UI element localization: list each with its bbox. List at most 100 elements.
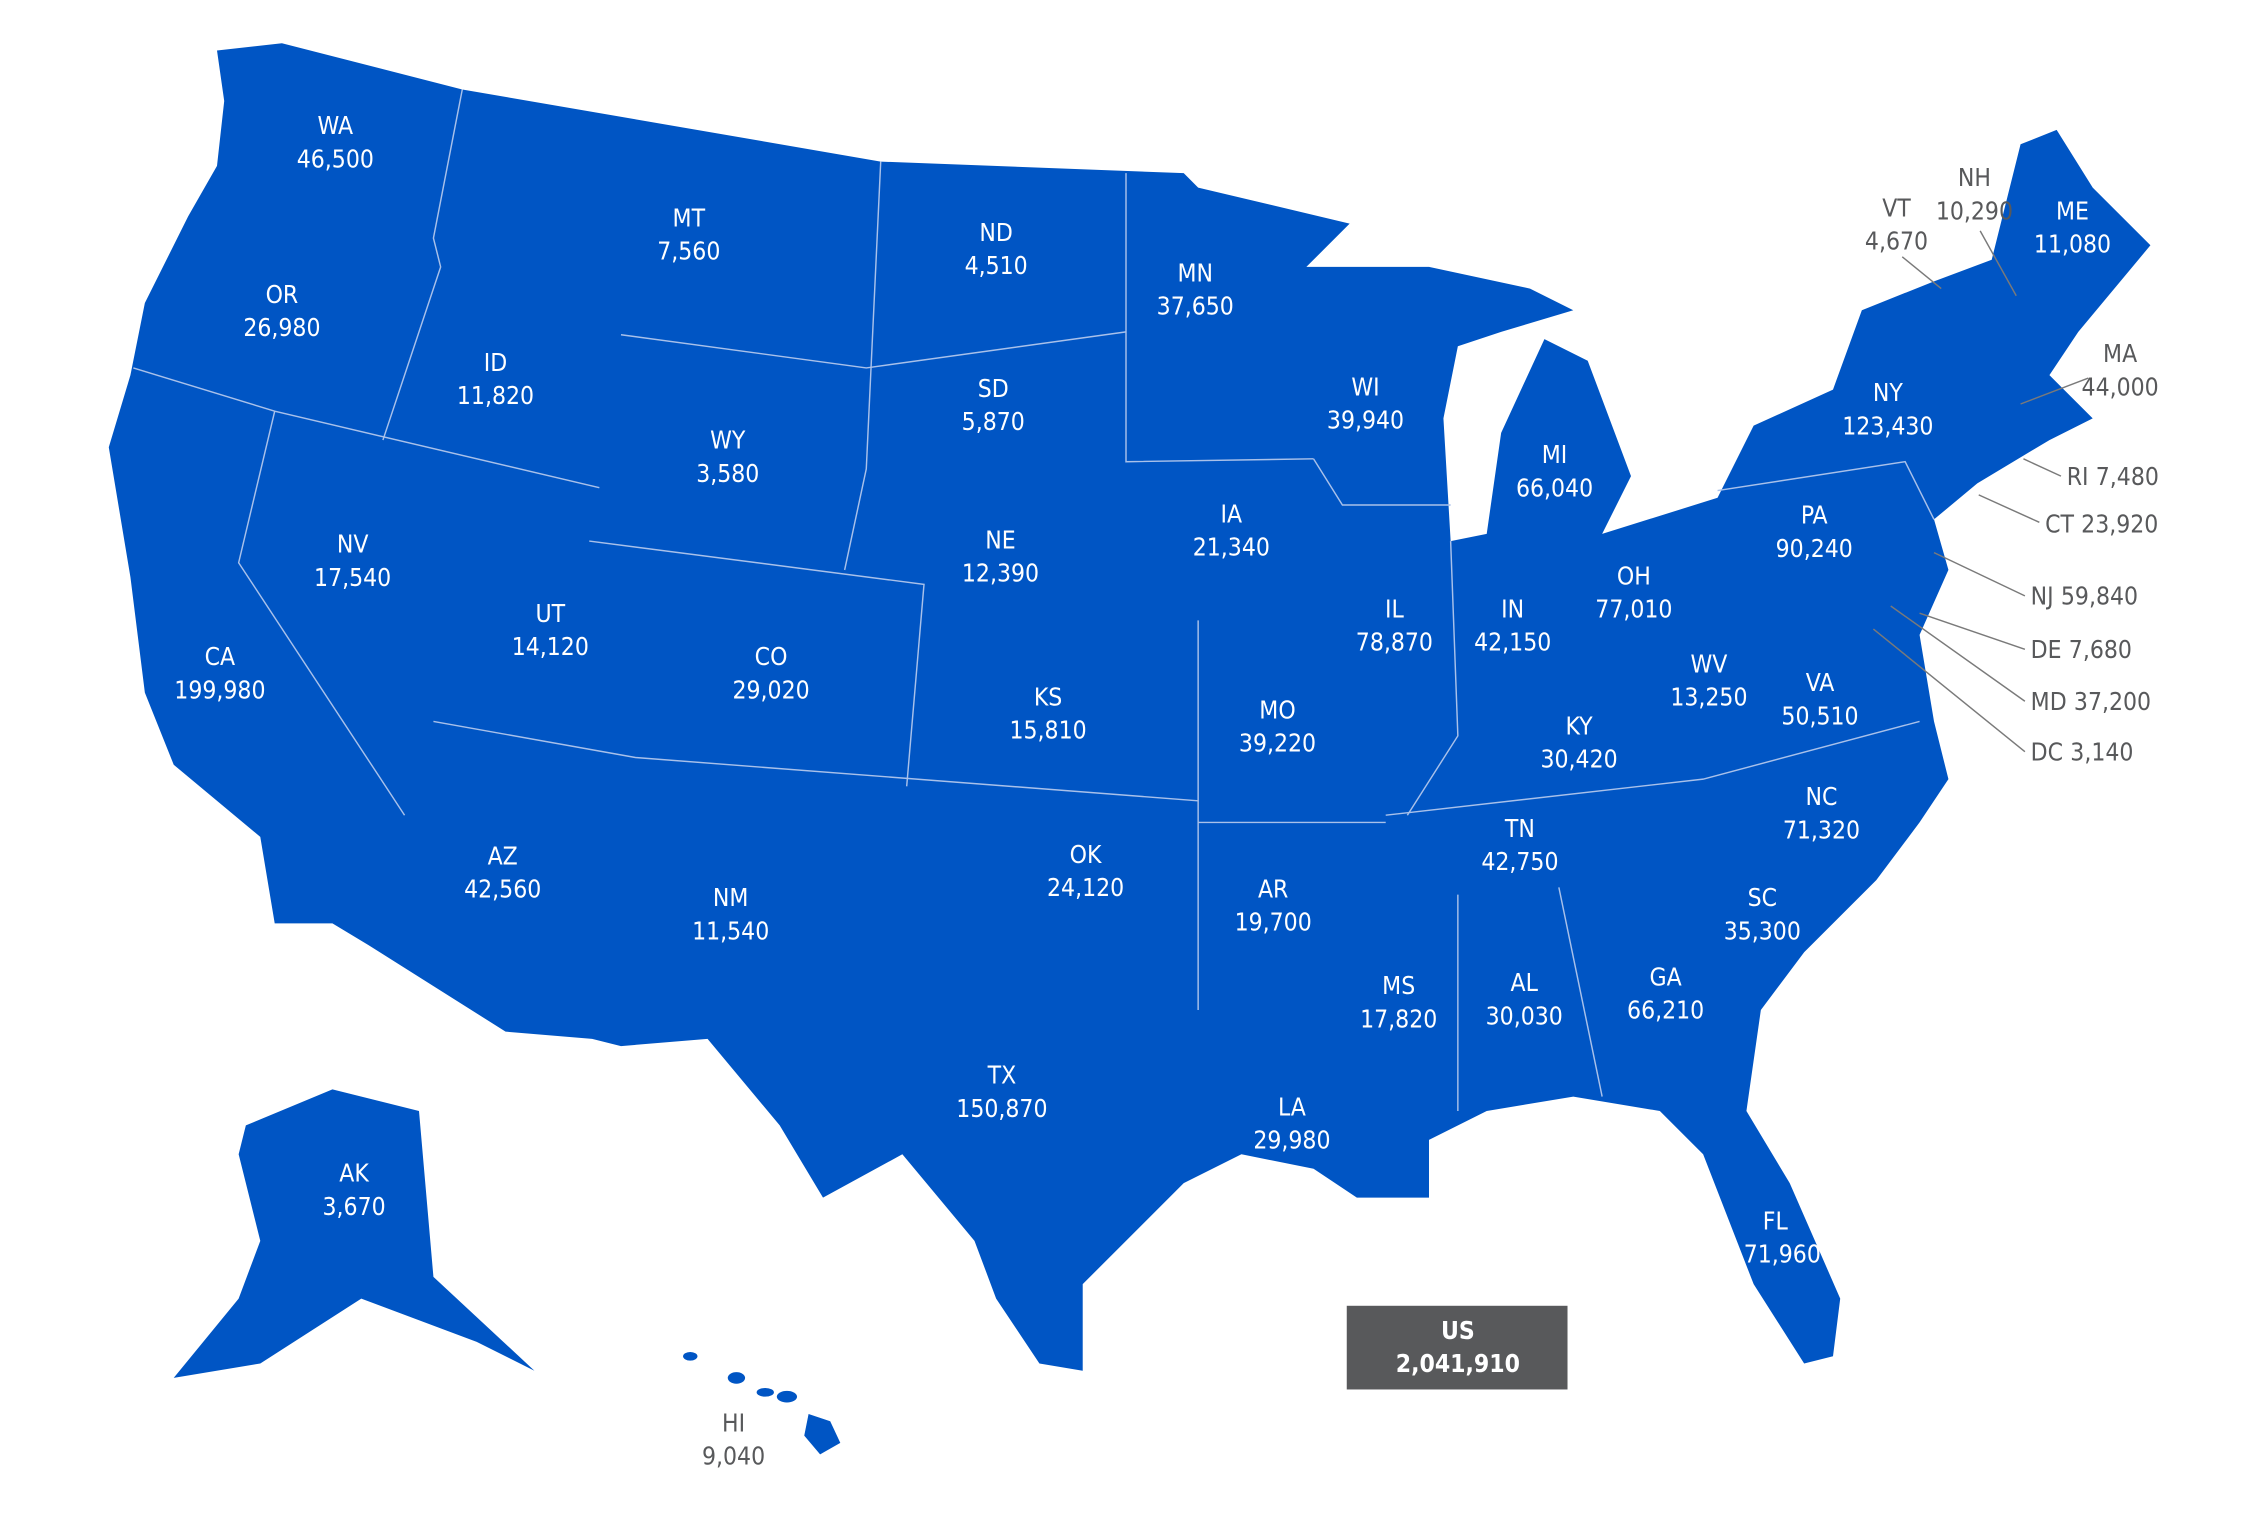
state-label-co: CO 29,020 xyxy=(732,642,809,704)
state-value: 171,960 xyxy=(1730,1240,1821,1269)
state-label-ar: AR 19,700 xyxy=(1235,874,1312,936)
state-value: 66,210 xyxy=(1627,996,1704,1025)
state-code: LA xyxy=(1278,1092,1306,1121)
state-code: NY xyxy=(1873,378,1903,407)
state-code: RI xyxy=(2067,462,2089,491)
state-code: NM xyxy=(713,883,749,912)
state-code: KY xyxy=(1566,711,1594,740)
state-label-nm: NM 11,540 xyxy=(692,883,769,945)
state-callout-text: CT 23,920 xyxy=(2045,509,2158,538)
state-code: AL xyxy=(1511,968,1539,997)
state-label-wv: WV 13,250 xyxy=(1670,649,1747,711)
state-code: MS xyxy=(1382,971,1415,1000)
state-label-va: VA 50,510 xyxy=(1781,668,1858,730)
state-value: 3,140 xyxy=(2070,737,2133,766)
state-value: 90,240 xyxy=(1776,534,1853,563)
state-code: TX xyxy=(987,1061,1017,1090)
state-value: 29,020 xyxy=(732,675,809,704)
state-value: 13,250 xyxy=(1670,683,1747,712)
state-label-ga: GA 66,210 xyxy=(1627,962,1704,1024)
state-value: 11,540 xyxy=(692,916,769,945)
state-value: 17,820 xyxy=(1360,1004,1437,1033)
callout-lines xyxy=(1872,230,2089,753)
state-label-il: IL 78,870 xyxy=(1356,595,1433,657)
state-code: HI xyxy=(722,1408,745,1437)
state-code: SD xyxy=(978,374,1009,403)
callout-line-md xyxy=(1890,605,2026,702)
state-label-tx: TX 150,870 xyxy=(956,1061,1047,1123)
state-label-vt: VT 4,670 xyxy=(1865,193,1928,255)
callout-line-ct xyxy=(1978,494,2040,523)
state-label-al: AL 30,030 xyxy=(1486,968,1563,1030)
state-label-hi: HI 9,040 xyxy=(702,1408,765,1470)
state-value: 50,510 xyxy=(1781,701,1858,730)
state-code: AZ xyxy=(488,841,518,870)
map-shapes xyxy=(108,43,2151,1455)
state-code: SC xyxy=(1748,883,1777,912)
state-value: 4,510 xyxy=(965,251,1028,280)
state-label-ne: NE 12,390 xyxy=(962,525,1039,587)
state-value: 30,420 xyxy=(1540,745,1617,774)
state-code: VT xyxy=(1882,193,1911,222)
state-value: 7,560 xyxy=(657,237,720,266)
callout-line-ri xyxy=(2023,458,2062,477)
us-total-label: US xyxy=(1441,1316,1475,1345)
state-borders xyxy=(133,89,1935,1111)
state-label-mn: MN 37,650 xyxy=(1157,258,1234,320)
state-label-nd: ND 4,510 xyxy=(965,218,1028,280)
state-value: 7,480 xyxy=(2096,462,2159,491)
alaska-shape xyxy=(173,1089,535,1378)
state-label-tn: TN 42,750 xyxy=(1481,814,1558,876)
state-code: OK xyxy=(1070,840,1102,869)
state-code: DC xyxy=(2031,737,2063,766)
state-label-la: LA 29,980 xyxy=(1253,1092,1330,1154)
state-label-mi: MI 66,040 xyxy=(1516,440,1593,502)
state-code: FL xyxy=(1763,1206,1789,1235)
state-code: WA xyxy=(318,111,354,140)
state-value: 17,540 xyxy=(314,563,391,592)
state-label-ri: RI 7,480 xyxy=(2067,462,2159,491)
state-value: 4,670 xyxy=(1865,227,1928,256)
state-label-ct: CT 23,920 xyxy=(2045,509,2158,538)
state-label-pa: PA 90,240 xyxy=(1776,501,1853,563)
state-value: 29,980 xyxy=(1253,1126,1330,1155)
state-label-ia: IA 21,340 xyxy=(1193,499,1270,561)
state-code: MN xyxy=(1177,258,1213,287)
state-callout-text: NJ 59,840 xyxy=(2031,582,2138,611)
state-value: 71,320 xyxy=(1783,815,1860,844)
us-total-background xyxy=(1346,1305,1568,1390)
callout-line-nh xyxy=(1979,230,2017,297)
state-value: 30,030 xyxy=(1486,1001,1563,1030)
state-label-dc: DC 3,140 xyxy=(2031,737,2134,766)
state-code: OH xyxy=(1617,561,1651,590)
state-code: CT xyxy=(2045,509,2074,538)
state-callout-text: MD 37,200 xyxy=(2031,687,2151,716)
state-label-or: OR 26,980 xyxy=(243,280,320,342)
state-value: 59,840 xyxy=(2061,582,2138,611)
state-code: UT xyxy=(535,599,565,628)
state-value: 23,920 xyxy=(2081,509,2158,538)
state-label-md: MD 37,200 xyxy=(2031,687,2151,716)
state-code: WI xyxy=(1351,372,1379,401)
state-code: ND xyxy=(979,218,1012,247)
state-label-nc: NC 71,320 xyxy=(1783,782,1860,844)
state-value: 15,810 xyxy=(1010,716,1087,745)
state-label-mo: MO 39,220 xyxy=(1239,696,1316,758)
state-label-wa: WA 46,500 xyxy=(297,111,374,173)
state-callout-text: RI 7,480 xyxy=(2067,462,2159,491)
state-label-mt: MT 7,560 xyxy=(657,204,720,266)
state-label-sd: SD 5,870 xyxy=(962,374,1025,436)
state-callout-text: DE 7,680 xyxy=(2031,635,2132,664)
state-label-in: IN 42,150 xyxy=(1474,595,1551,657)
state-label-nh: NH 10,290 xyxy=(1936,163,2013,225)
state-value: 5,870 xyxy=(962,407,1025,436)
state-code: NH xyxy=(1958,163,1991,192)
state-code: NV xyxy=(337,530,369,559)
state-code: ME xyxy=(2056,196,2089,225)
state-label-me: ME 11,080 xyxy=(2034,196,2111,258)
state-code: MI xyxy=(1542,440,1568,469)
state-label-nj: NJ 59,840 xyxy=(2031,582,2138,611)
state-label-sc: SC 35,300 xyxy=(1724,883,1801,945)
state-callout-text: DC 3,140 xyxy=(2031,737,2134,766)
state-value: 24,120 xyxy=(1047,873,1124,902)
